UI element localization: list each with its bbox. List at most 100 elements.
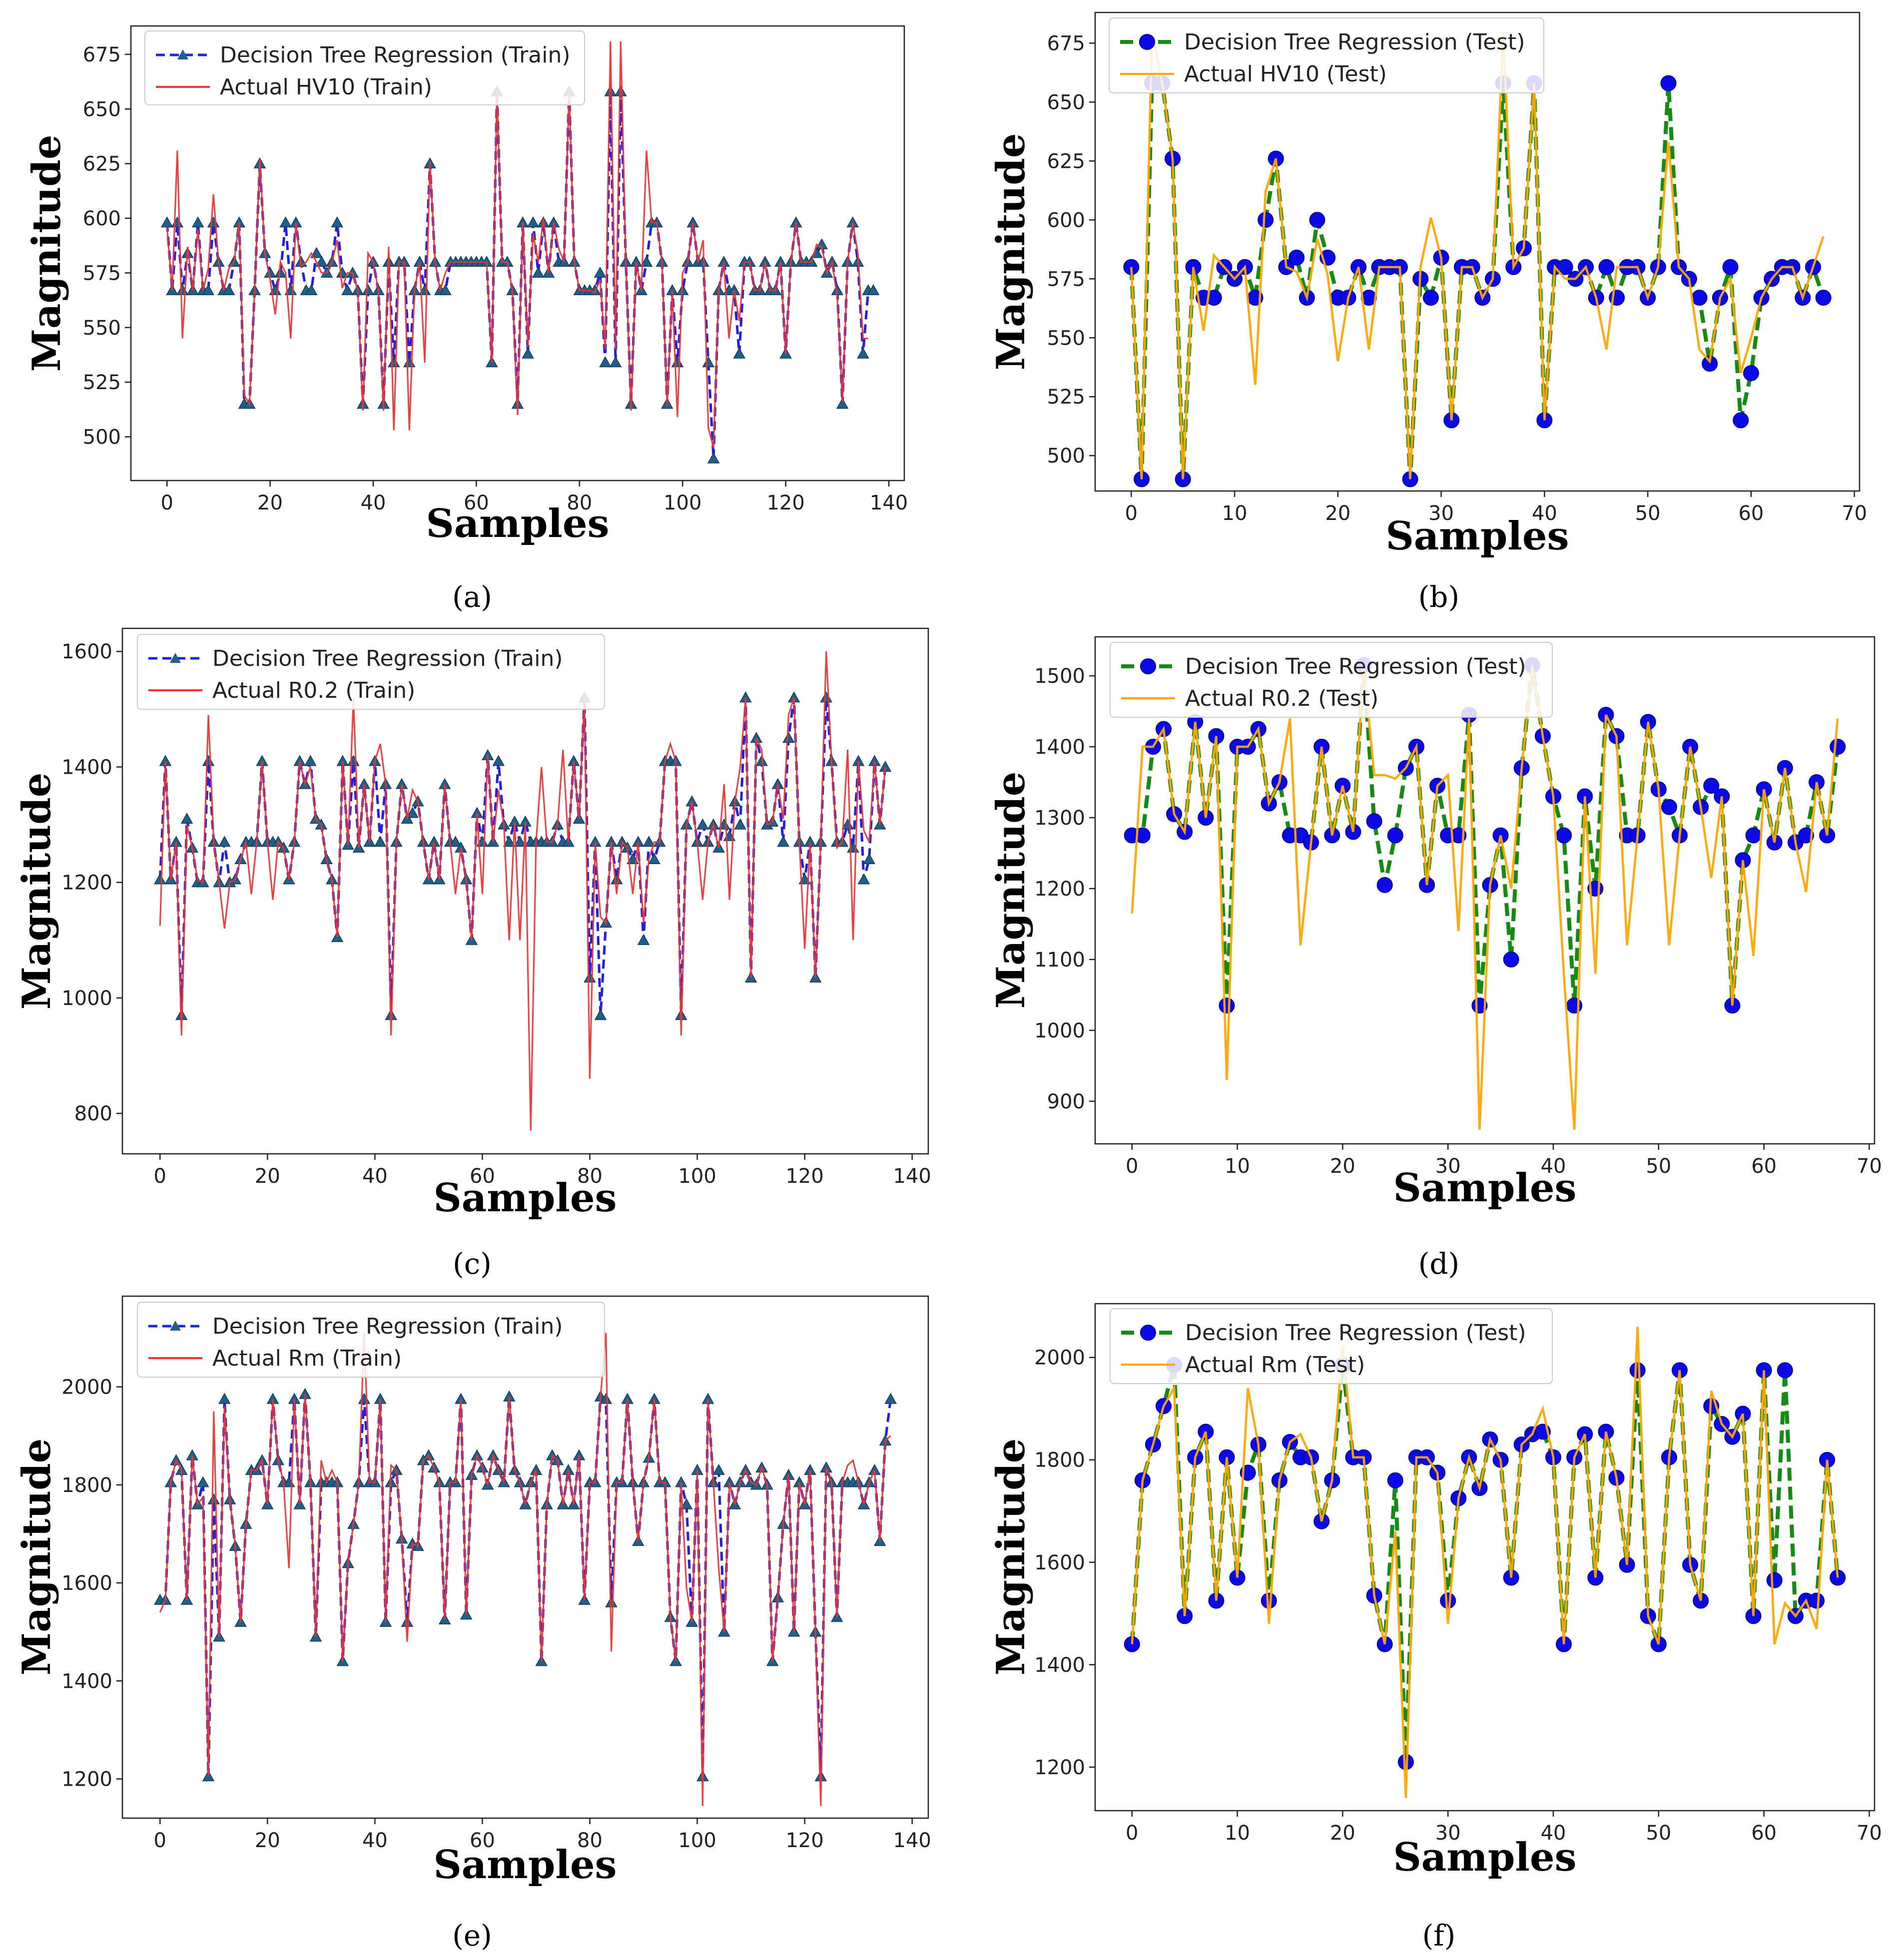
y-tick-label: 625 (83, 153, 121, 176)
x-tick-label: 140 (893, 1165, 931, 1188)
x-tick-label: 10 (1225, 1822, 1250, 1845)
caption-a: (a) (452, 580, 492, 614)
y-tick-label: 1200 (61, 1768, 112, 1791)
series-line-actual (1130, 31, 1825, 480)
data-point-prediction (1830, 739, 1846, 755)
data-point-prediction (1745, 827, 1762, 844)
y-tick-label: 600 (1047, 209, 1085, 232)
x-tick-label: 60 (1738, 502, 1764, 525)
data-point-prediction (777, 836, 789, 847)
legend-marker-prediction (1139, 34, 1155, 50)
y-tick-label: 625 (1047, 150, 1085, 173)
data-point-prediction (615, 85, 627, 96)
y-tick-label: 525 (1047, 386, 1085, 409)
y-tick-label: 1400 (1034, 736, 1085, 759)
data-point-prediction (310, 247, 323, 258)
data-point-prediction (1798, 827, 1814, 844)
caption-d: (d) (1418, 1247, 1459, 1281)
legend-box (1109, 17, 1544, 93)
data-point-prediction (522, 347, 534, 359)
y-tick-label: 525 (83, 371, 121, 394)
data-point-prediction (305, 284, 318, 295)
data-point-prediction (197, 1476, 209, 1487)
panel-e: 0 20 40 60 80 100 120 140 1200 1400 1600 1800 2000 Sa… (14, 1295, 931, 1888)
legend: Decision Tree Regression (Test) Actual Rm… (1110, 1308, 1553, 1384)
x-axis-label: Samples (433, 1175, 617, 1221)
x-tick-label: 20 (255, 1829, 280, 1852)
data-point-prediction (1661, 799, 1677, 815)
data-point-prediction (1422, 290, 1439, 306)
data-point-prediction (648, 853, 660, 864)
panel-a: 0 20 40 60 80 100 120 140 500 525 550 575 600 625 650 6… (24, 25, 908, 546)
panel-b: 0 10 20 30 40 50 60 70 500 525 550 575 600 625 650 675 S… (988, 11, 1867, 559)
plot-area (1124, 1327, 1846, 1798)
data-point-prediction (637, 934, 650, 945)
data-point-prediction (884, 1393, 897, 1404)
data-point-prediction (1703, 778, 1720, 794)
data-point-prediction (1503, 951, 1519, 968)
data-point-prediction (1629, 1362, 1646, 1379)
data-point-prediction (527, 216, 540, 228)
data-point-prediction (1691, 290, 1708, 306)
legend-marker-prediction (177, 49, 188, 59)
data-point-prediction (1766, 1572, 1783, 1588)
x-tick-label: 40 (362, 1829, 388, 1852)
x-tick-label: 20 (1330, 1822, 1355, 1845)
data-point-prediction (867, 284, 880, 295)
data-point-prediction (374, 836, 387, 847)
y-tick-label: 2000 (61, 1376, 112, 1399)
data-point-prediction (1743, 365, 1759, 382)
y-tick-label: 1600 (61, 1572, 112, 1595)
x-tick-label: 0 (1125, 502, 1138, 525)
x-tick-label: 30 (1428, 502, 1454, 525)
legend-label-prediction: Decision Tree Regression (Train) (212, 646, 563, 671)
plot-area (1123, 31, 1832, 488)
data-point-prediction (1733, 412, 1749, 429)
data-point-prediction (642, 836, 655, 847)
data-point-prediction (696, 818, 709, 830)
series-line-actual (1131, 1327, 1839, 1798)
plot-area (153, 1333, 897, 1806)
legend-label-actual: Actual HV10 (Train) (220, 74, 432, 100)
y-tick-label: 1600 (1034, 1551, 1085, 1574)
y-axis-label: Magnitude (988, 1439, 1034, 1676)
legend-label-actual: Actual Rm (Train) (212, 1346, 402, 1371)
x-tick-label: 120 (785, 1829, 823, 1852)
caption-c: (c) (453, 1247, 492, 1281)
legend-marker-prediction (170, 653, 181, 663)
plot-area (153, 651, 892, 1131)
data-point-prediction (279, 216, 292, 228)
x-tick-label: 60 (464, 491, 489, 514)
plot-frame (1094, 1303, 1876, 1812)
data-point-prediction (274, 266, 287, 278)
data-point-prediction (1809, 1592, 1825, 1609)
y-tick-label: 1000 (61, 987, 112, 1010)
data-point-prediction (1387, 1472, 1403, 1488)
x-axis-label: Samples (433, 1842, 617, 1888)
x-tick-label: 120 (766, 491, 804, 514)
y-tick-label: 575 (83, 262, 121, 285)
data-point-prediction (362, 284, 374, 295)
data-point-prediction (401, 1615, 414, 1627)
data-point-prediction (836, 398, 849, 409)
data-point-prediction (449, 836, 462, 847)
data-point-prediction (1258, 212, 1274, 228)
data-point-prediction (336, 266, 349, 278)
data-point-prediction (712, 1464, 725, 1475)
y-tick-label: 500 (1047, 445, 1085, 468)
legend-box (137, 1302, 605, 1378)
x-tick-label: 80 (577, 1165, 603, 1188)
plot-frame (121, 1295, 929, 1819)
x-tick-label: 60 (470, 1829, 495, 1852)
data-point-prediction (1722, 259, 1739, 275)
y-axis-label: Magnitude (14, 1439, 59, 1676)
y-tick-label: 650 (83, 98, 121, 121)
data-point-prediction (406, 807, 419, 818)
x-tick-label: 100 (678, 1829, 716, 1852)
y-tick-label: 1400 (61, 1670, 112, 1693)
y-axis-label: Magnitude (14, 773, 59, 1010)
x-tick-label: 20 (1325, 502, 1350, 525)
data-point-prediction (1598, 259, 1615, 275)
data-point-prediction (222, 284, 235, 295)
legend-label-prediction: Decision Tree Regression (Test) (1184, 29, 1525, 55)
